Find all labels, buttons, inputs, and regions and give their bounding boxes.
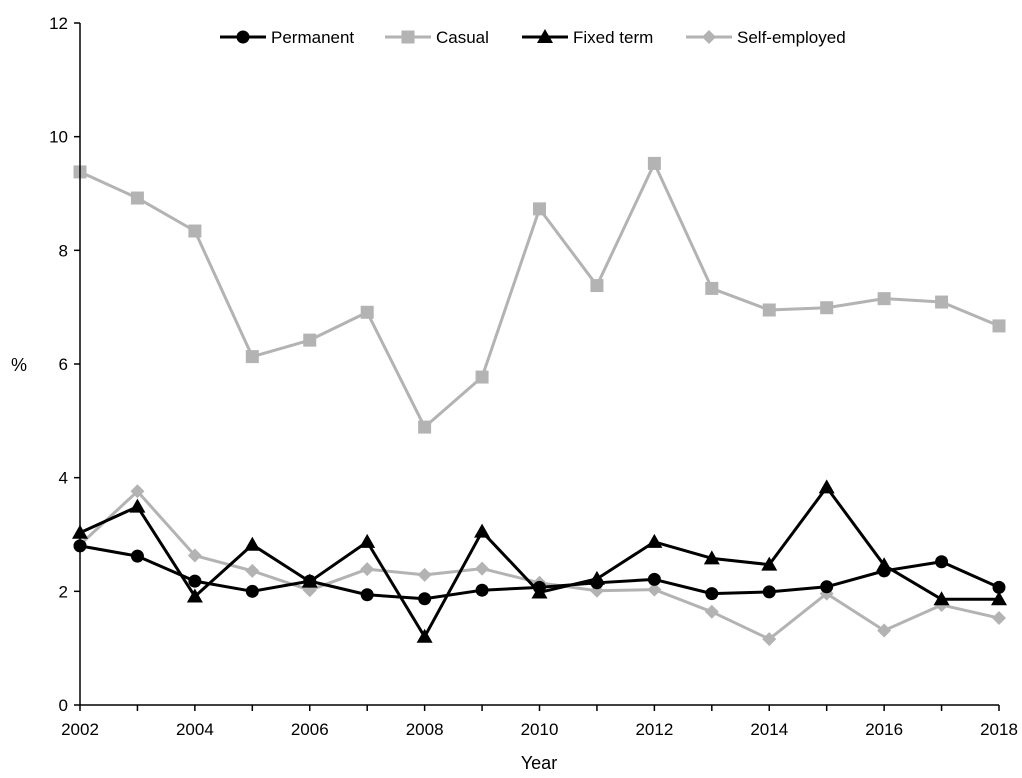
data-point-fixed-term [531, 584, 548, 599]
x-tick-label: 2004 [176, 720, 214, 739]
legend-item-casual: Casual [385, 28, 489, 47]
legend-marker-self-employed [702, 30, 716, 44]
data-point-casual [820, 301, 834, 315]
y-tick-label: 10 [49, 128, 68, 147]
data-point-permanent [935, 555, 949, 569]
data-point-casual [475, 370, 489, 384]
data-point-casual [705, 281, 719, 295]
series-line-self-employed [78, 489, 1000, 641]
data-point-permanent [705, 587, 719, 601]
data-point-fixed-term [359, 533, 376, 548]
legend-item-self-employed: Self-employed [686, 28, 846, 47]
data-point-fixed-term [761, 556, 778, 571]
data-point-permanent [475, 583, 489, 597]
data-point-fixed-term [818, 479, 835, 494]
data-point-fixed-term [991, 591, 1007, 606]
axes-layer [79, 23, 999, 706]
data-point-self-employed [647, 582, 662, 597]
series-casual [73, 156, 1006, 434]
y-axis-title: % [11, 355, 27, 375]
data-point-permanent [188, 574, 202, 588]
data-point-permanent [360, 588, 374, 602]
legend-marker-casual [401, 30, 415, 44]
data-point-permanent [992, 580, 1006, 594]
series-layer [72, 156, 1007, 647]
data-point-casual [935, 295, 949, 309]
x-tick-label: 2008 [406, 720, 444, 739]
x-tick-label: 2006 [291, 720, 329, 739]
y-tick-label: 8 [59, 241, 68, 260]
data-point-self-employed [762, 632, 777, 647]
data-point-self-employed [992, 611, 1006, 626]
data-point-fixed-term [301, 573, 318, 588]
legend-label-permanent: Permanent [271, 28, 354, 47]
legend-label-fixed-term: Fixed term [573, 28, 653, 47]
data-point-self-employed [360, 562, 375, 577]
series-fixed-term [72, 479, 1007, 643]
data-point-permanent [820, 580, 834, 594]
data-point-casual [360, 305, 374, 319]
data-point-casual [245, 350, 259, 364]
legend: Permanent Casual Fixed term Self-employed [220, 28, 846, 47]
data-point-fixed-term [474, 523, 491, 538]
y-tick-label: 2 [59, 582, 68, 601]
data-point-casual [647, 156, 661, 170]
data-point-permanent [245, 584, 259, 598]
x-tick-label: 2012 [635, 720, 673, 739]
data-point-casual [590, 279, 604, 293]
y-tick-label: 0 [59, 696, 68, 715]
x-axis-title: Year [521, 753, 557, 773]
legend-item-permanent: Permanent [220, 28, 354, 47]
data-point-permanent [647, 572, 661, 586]
legend-marker-fixed-term [537, 29, 553, 43]
data-point-permanent [130, 549, 144, 563]
data-point-fixed-term [186, 588, 203, 603]
x-tick-label: 2018 [980, 720, 1018, 739]
data-point-fixed-term [703, 550, 720, 565]
x-tick-label: 2010 [521, 720, 559, 739]
data-point-fixed-term [933, 591, 950, 606]
ticks-layer: 0 2 4 6 8 10 12 2002 2004 2006 2008 2010 2012 2014 201… [49, 14, 1018, 739]
legend-marker-permanent [236, 30, 250, 44]
data-point-self-employed [704, 604, 719, 619]
y-tick-label: 6 [59, 355, 68, 374]
data-point-casual [418, 420, 432, 434]
legend-label-casual: Casual [436, 28, 489, 47]
data-point-fixed-term [588, 570, 605, 585]
data-point-self-employed [475, 561, 490, 576]
data-point-casual [533, 202, 546, 216]
data-point-casual [762, 303, 776, 317]
data-point-casual [130, 191, 144, 205]
data-point-self-employed [130, 484, 145, 499]
x-tick-label: 2016 [865, 720, 903, 739]
data-point-self-employed [187, 548, 202, 563]
data-point-casual [877, 292, 891, 306]
data-point-casual [992, 319, 1006, 333]
data-point-permanent [762, 585, 776, 599]
y-tick-label: 4 [59, 469, 68, 488]
x-tick-label: 2002 [61, 720, 99, 739]
data-point-fixed-term [646, 533, 663, 548]
x-tick-label: 2014 [750, 720, 788, 739]
data-point-self-employed [877, 623, 892, 638]
series-self-employed [73, 484, 1006, 647]
data-point-self-employed [417, 567, 432, 582]
legend-item-fixed-term: Fixed term [522, 28, 653, 47]
data-point-fixed-term [416, 628, 433, 643]
data-point-fixed-term [129, 498, 146, 513]
data-point-permanent [418, 592, 432, 606]
data-point-self-employed [245, 563, 260, 578]
data-point-fixed-term [876, 557, 893, 572]
data-point-fixed-term [244, 536, 261, 551]
data-point-casual [188, 224, 202, 238]
y-tick-label: 12 [49, 14, 68, 33]
data-point-casual [303, 333, 317, 347]
legend-label-self-employed: Self-employed [737, 28, 846, 47]
